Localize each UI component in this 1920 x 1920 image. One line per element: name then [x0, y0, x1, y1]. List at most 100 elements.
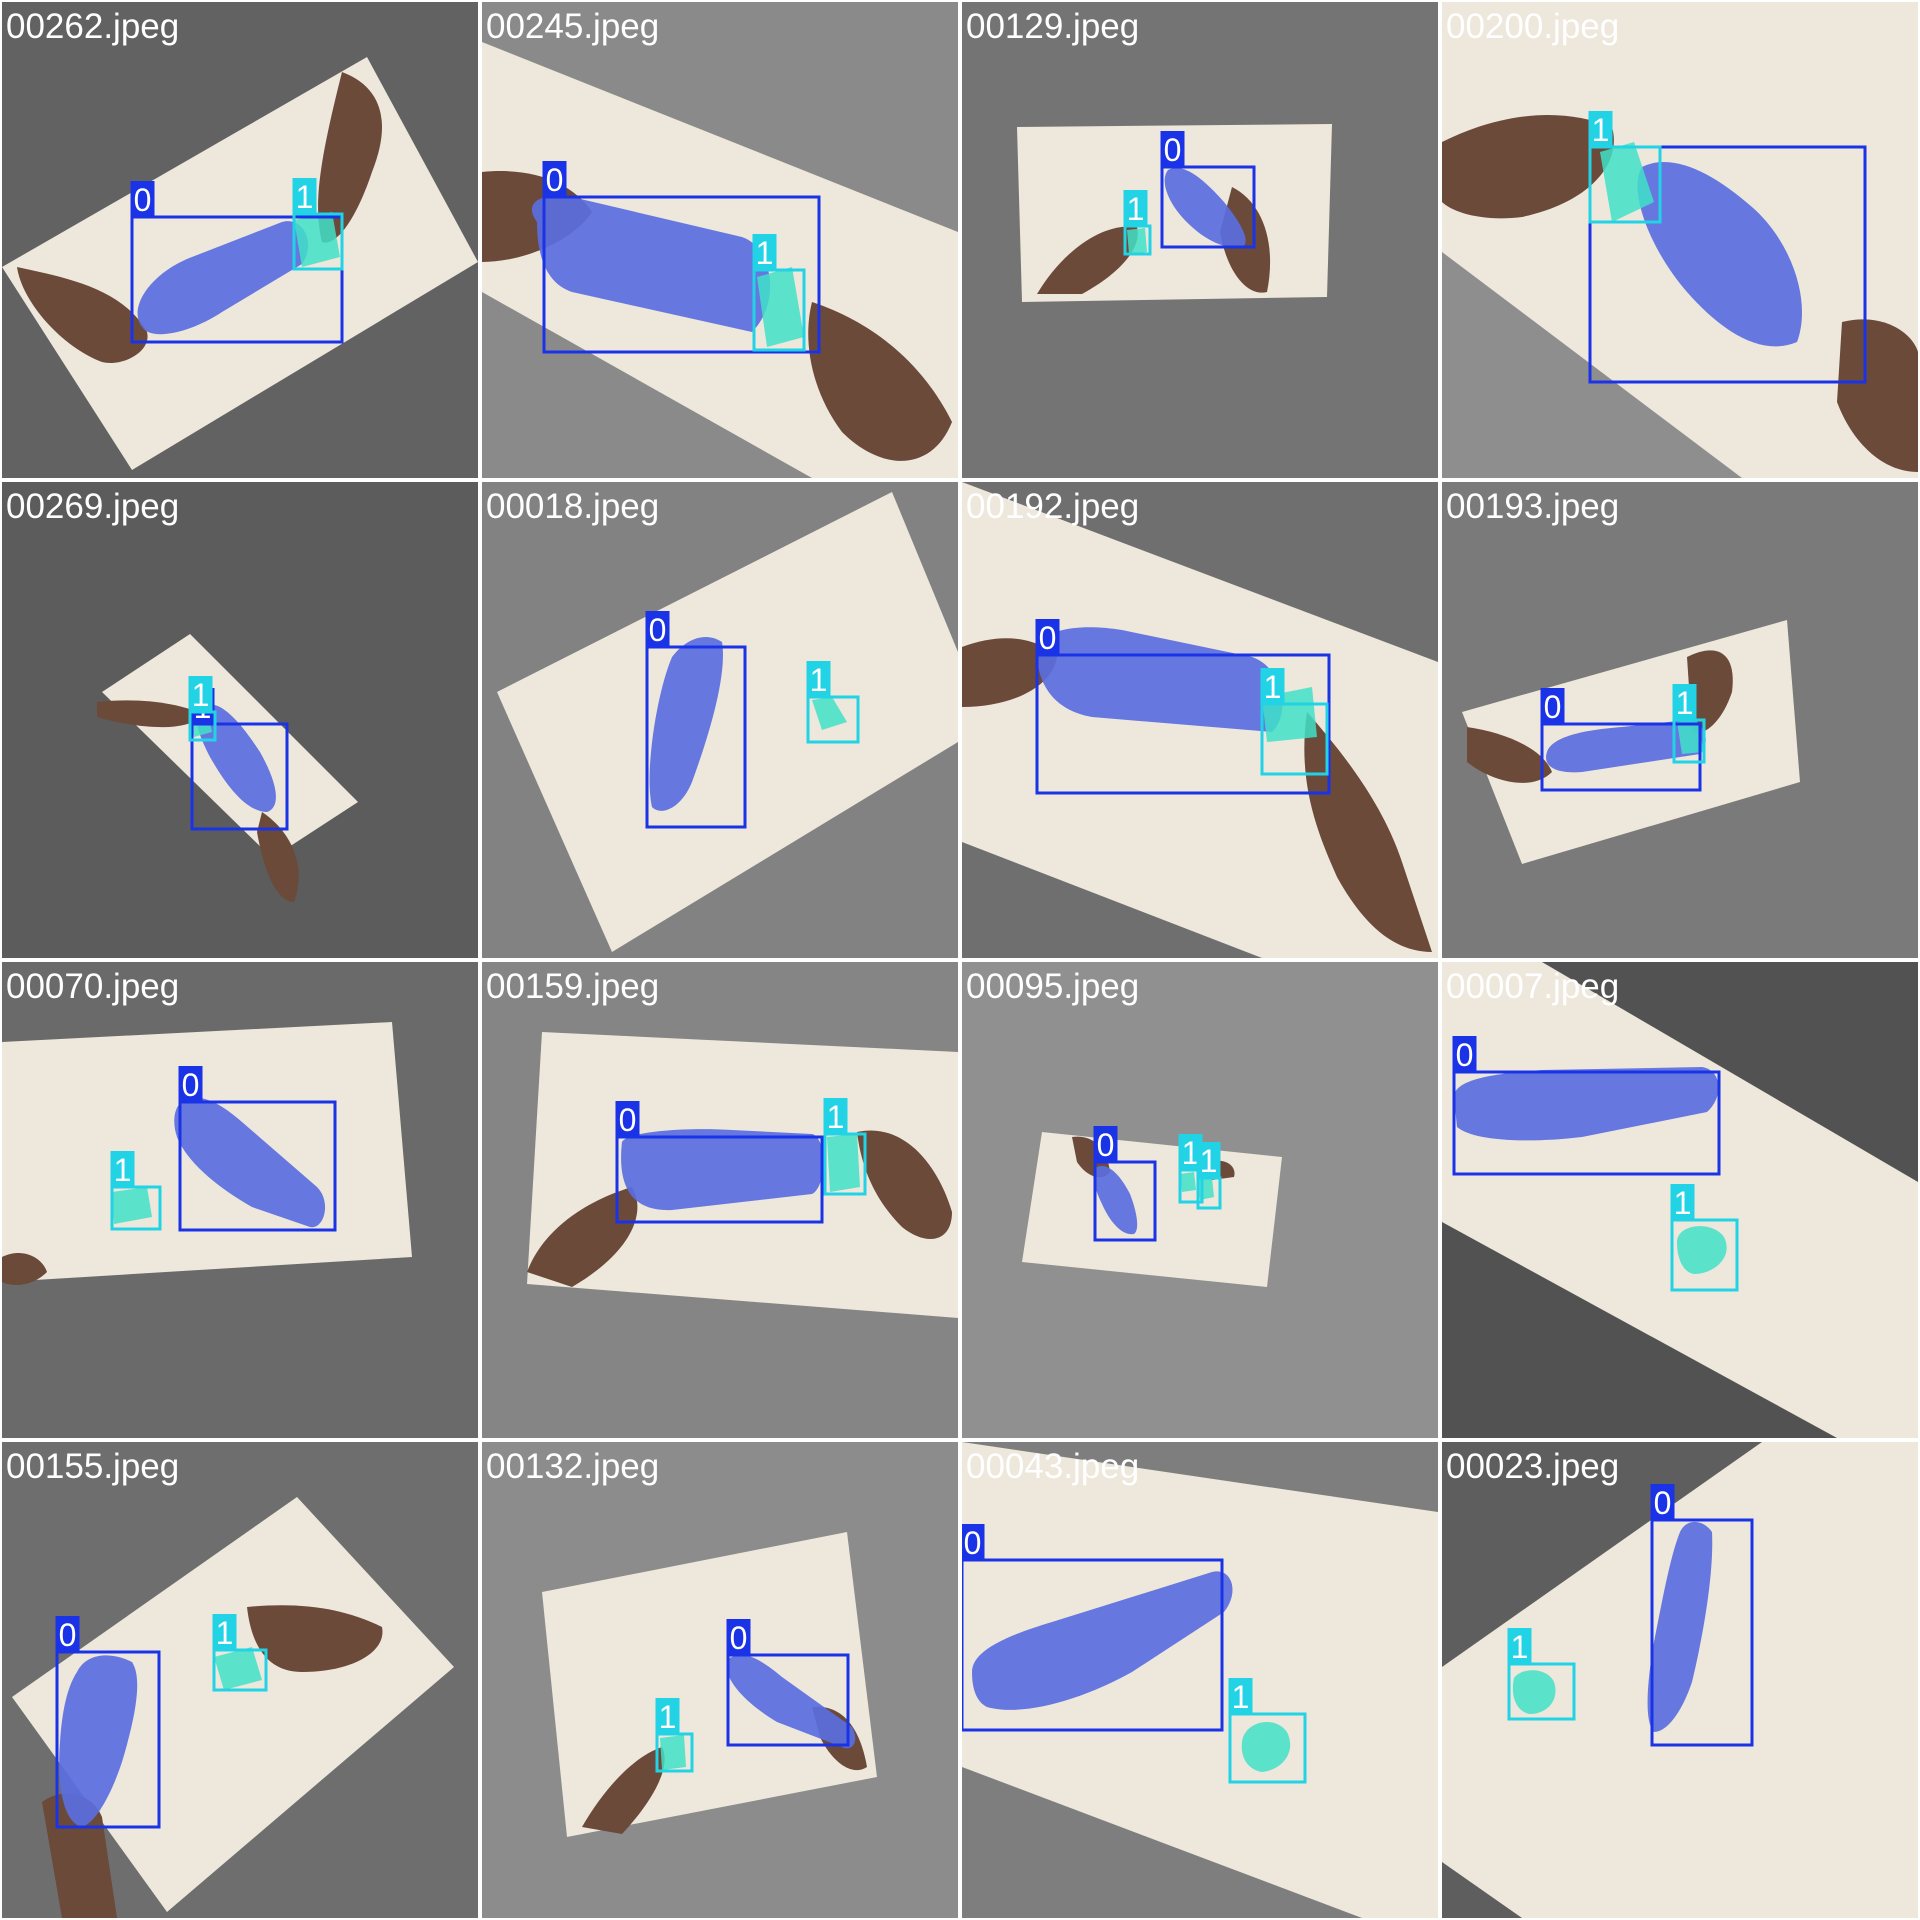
cap-mask — [812, 697, 847, 730]
bottle-bounding-box — [190, 722, 289, 831]
class-label: 1 — [216, 1615, 234, 1651]
image-tile: 0 1 00023.jpeg — [1442, 1442, 1918, 1918]
hand — [857, 1130, 952, 1239]
class-label: 0 — [134, 182, 152, 218]
image-tile: 0 1 00245.jpeg — [482, 2, 958, 478]
class-label-background — [962, 1524, 985, 1560]
bottle-bounding-box — [1093, 1160, 1157, 1242]
cap-mask — [827, 1134, 860, 1192]
cap-mask — [1241, 1721, 1291, 1772]
class-label-background — [823, 1098, 848, 1134]
bottle-bounding-box — [726, 1653, 850, 1747]
tile-filename: 00070.jpeg — [6, 967, 180, 1006]
class-label-background — [1540, 688, 1565, 724]
cap-bounding-box — [1670, 1218, 1739, 1292]
class-label: 1 — [659, 1699, 677, 1735]
tile-image: 01 — [482, 42, 958, 478]
class-label: 1 — [1264, 669, 1282, 705]
class-label-background — [178, 1066, 203, 1102]
hand — [1442, 115, 1614, 219]
class-label-background — [1093, 1126, 1118, 1162]
bottle-mask — [1093, 1165, 1138, 1235]
image-tile: 0 1 00007.jpeg — [1442, 962, 1918, 1438]
class-label-background — [542, 161, 567, 197]
cap-mask — [1600, 142, 1654, 222]
class-label-background — [1196, 1142, 1221, 1178]
image-tile: 0 1 00129.jpeg — [962, 2, 1438, 478]
class-label: 1 — [114, 1152, 132, 1188]
hand — [1837, 319, 1918, 472]
class-label: 0 — [1039, 620, 1057, 656]
class-label: 0 — [649, 612, 667, 648]
hand — [42, 1793, 117, 1918]
class-label-background — [188, 676, 213, 712]
bottle-mask — [196, 704, 276, 812]
class-label: 1 — [1674, 1185, 1692, 1221]
cap-bounding-box — [1507, 1662, 1576, 1721]
bottle-mask — [174, 1097, 326, 1228]
hand — [247, 1605, 383, 1672]
cap-bounding-box — [110, 1185, 162, 1231]
tile-filename: 00200.jpeg — [1446, 7, 1620, 46]
bottle-bounding-box — [1650, 1518, 1754, 1747]
class-label-background — [615, 1101, 640, 1137]
cap-mask — [1127, 228, 1147, 254]
bottle-mask — [59, 1655, 138, 1827]
table-surface — [497, 492, 958, 952]
image-tile: 0 1 00193.jpeg — [1442, 482, 1918, 958]
bottle-mask — [972, 1571, 1233, 1710]
bottle-bounding-box — [1452, 1070, 1721, 1176]
bottle-bounding-box — [542, 195, 821, 354]
class-label-background — [1670, 1184, 1695, 1220]
tile-image: 01 — [542, 1532, 877, 1837]
table-surface — [1022, 1132, 1282, 1287]
hand — [1687, 650, 1733, 733]
class-label-background — [212, 1614, 237, 1650]
class-label: 1 — [1182, 1135, 1200, 1171]
cap-bounding-box — [1588, 145, 1662, 224]
class-label-background — [806, 661, 831, 697]
tile-filename: 00018.jpeg — [486, 487, 660, 526]
cap-bounding-box — [1260, 702, 1329, 776]
class-label: 0 — [730, 1620, 748, 1656]
class-label: 1 — [1511, 1629, 1529, 1665]
cap-mask — [1512, 1670, 1556, 1714]
bottle-bounding-box — [645, 645, 747, 829]
class-label: 0 — [182, 1067, 200, 1103]
class-label: 1 — [192, 677, 210, 713]
class-label: 0 — [59, 1617, 77, 1653]
tile-image: 01 — [1442, 962, 1918, 1438]
cap-mask — [757, 267, 804, 347]
cap-mask — [1677, 720, 1704, 754]
bottle-bounding-box — [55, 1650, 161, 1829]
class-label-background — [110, 1151, 135, 1187]
hand — [962, 638, 1057, 707]
tile-image: 01 — [1442, 1442, 1918, 1918]
hand — [1037, 226, 1138, 294]
class-label-background — [55, 1616, 80, 1652]
class-label: 0 — [1097, 1127, 1115, 1163]
bottle-bounding-box — [962, 1558, 1224, 1732]
class-label: 0 — [1654, 1485, 1672, 1521]
cap-mask — [1180, 1172, 1196, 1192]
tile-image: 01 — [1017, 124, 1332, 302]
cap-mask — [1197, 1178, 1214, 1200]
class-label-background — [1123, 190, 1148, 226]
image-tile: 0 1 1 00095.jpeg — [962, 962, 1438, 1438]
hand — [582, 1747, 665, 1834]
cap-mask — [660, 1735, 686, 1770]
tile-filename: 00132.jpeg — [486, 1447, 660, 1486]
tile-image: 01 — [2, 1022, 412, 1285]
image-tile: 0 1 00070.jpeg — [2, 962, 478, 1438]
image-tile: 0 1 00043.jpeg — [962, 1442, 1438, 1918]
tile-filename: 00245.jpeg — [486, 7, 660, 46]
hand — [527, 1187, 638, 1287]
tile-filename: 00269.jpeg — [6, 487, 180, 526]
class-label: 1 — [1676, 685, 1694, 721]
hand — [808, 302, 952, 461]
tile-filename: 00023.jpeg — [1446, 1447, 1620, 1486]
table-surface — [542, 1532, 877, 1837]
bottle-mask — [137, 221, 309, 335]
